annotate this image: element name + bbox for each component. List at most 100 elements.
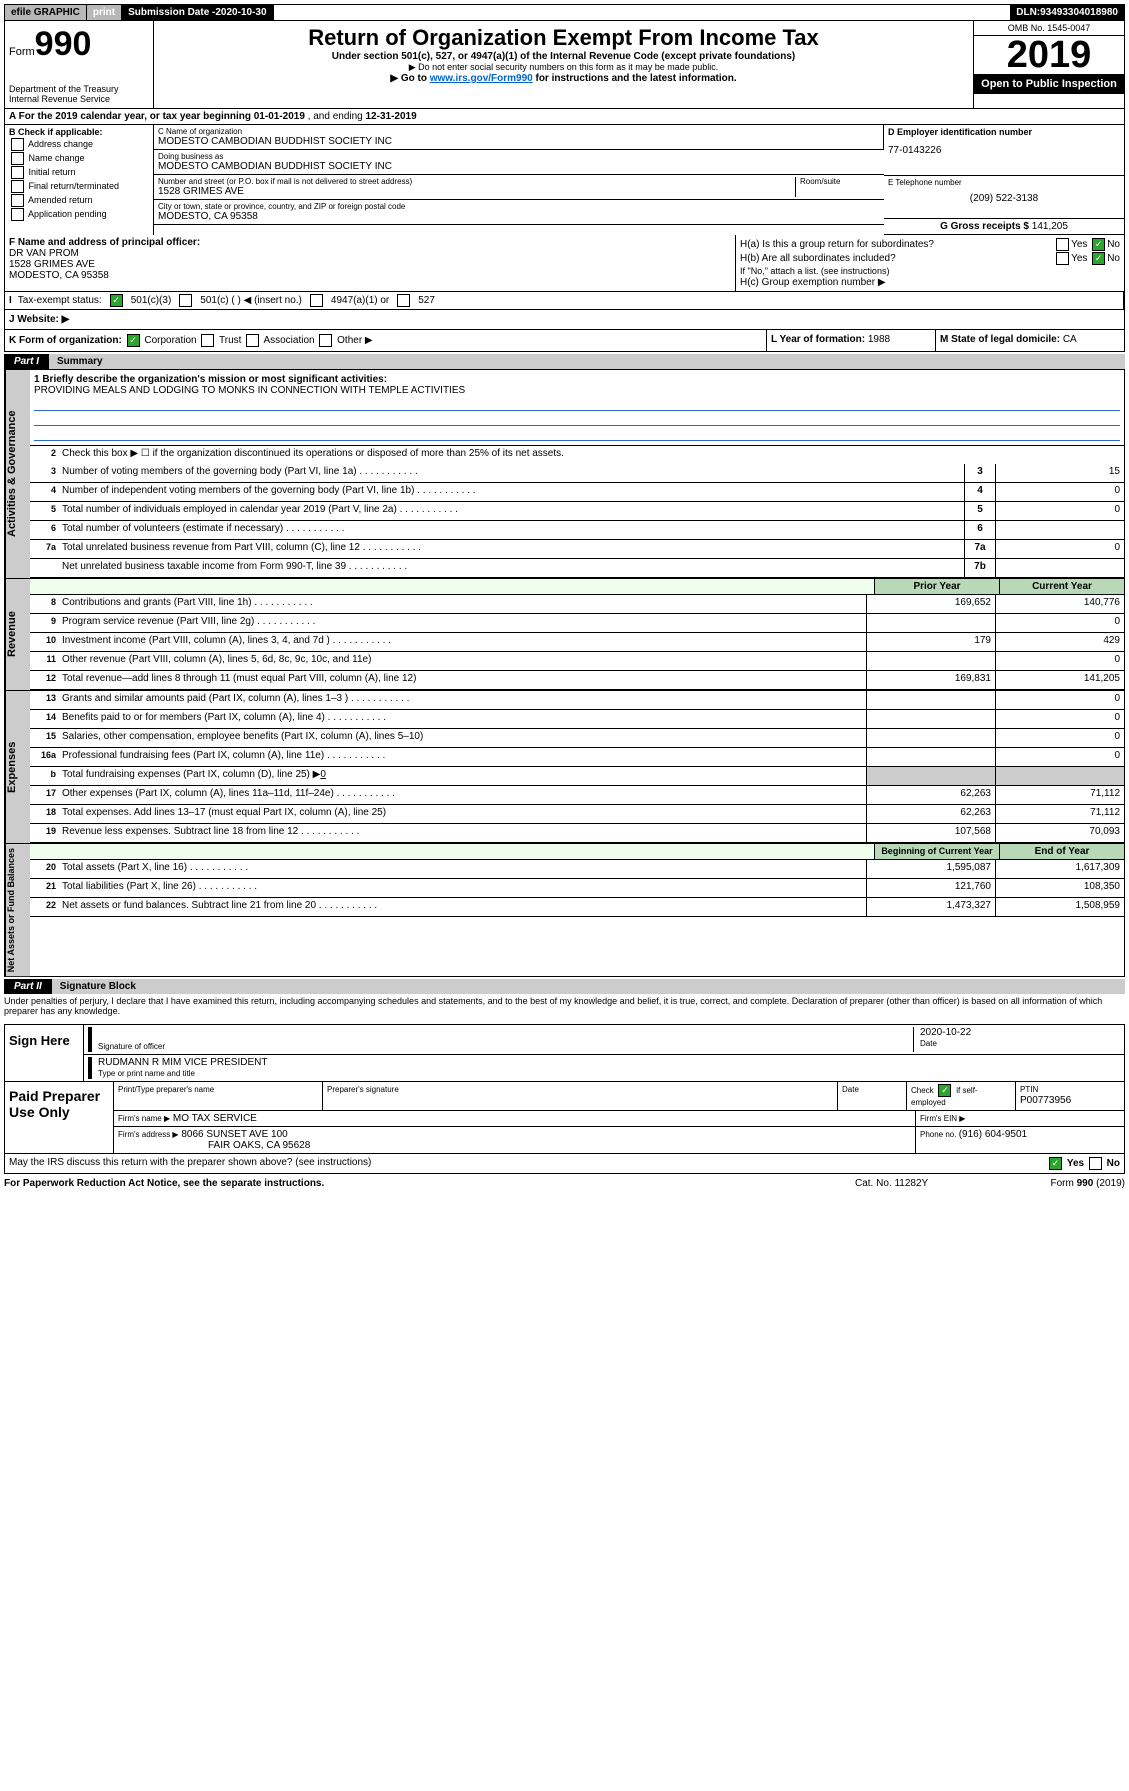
- j-label: J Website: ▶: [9, 314, 69, 325]
- hdr-begin: Beginning of Current Year: [874, 844, 999, 859]
- ha-no[interactable]: [1092, 238, 1105, 251]
- col-b-checkboxes: B Check if applicable: Address change Na…: [5, 125, 154, 235]
- firm-addr2: FAIR OAKS, CA 95628: [208, 1140, 310, 1151]
- cb-trust[interactable]: [201, 334, 214, 347]
- line17: 17Other expenses (Part IX, column (A), l…: [30, 786, 1124, 805]
- f-officer-block: F Name and address of principal officer:…: [5, 235, 736, 291]
- org-name: MODESTO CAMBODIAN BUDDHIST SOCIETY INC: [158, 136, 879, 147]
- cb-corp[interactable]: [127, 334, 140, 347]
- cb-other[interactable]: [319, 334, 332, 347]
- dba-block: Doing business as MODESTO CAMBODIAN BUDD…: [154, 150, 884, 175]
- line18: 18Total expenses. Add lines 13–17 (must …: [30, 805, 1124, 824]
- v7b: [995, 559, 1124, 577]
- hb-yn: Yes No: [1054, 252, 1120, 265]
- cb-501c3[interactable]: [110, 294, 123, 307]
- hb-no[interactable]: [1092, 252, 1105, 265]
- col-defg: D Employer identification number 77-0143…: [884, 125, 1124, 235]
- v4: 0: [995, 483, 1124, 501]
- d-label: D Employer identification number: [888, 127, 1120, 137]
- c-name-block: C Name of organization MODESTO CAMBODIAN…: [154, 125, 884, 150]
- discuss-row: May the IRS discuss this return with the…: [4, 1154, 1125, 1174]
- ha-line: H(a) Is this a group return for subordin…: [740, 238, 1120, 251]
- dept-treasury: Department of the Treasury: [9, 84, 149, 94]
- cb-amended[interactable]: Amended return: [9, 194, 149, 207]
- rowa-mid: , and ending: [308, 111, 366, 122]
- open-public: Open to Public Inspection: [974, 74, 1124, 94]
- l-year: L Year of formation: 1988: [766, 330, 935, 351]
- dba-label: Doing business as: [158, 152, 880, 161]
- line14: 14Benefits paid to or for members (Part …: [30, 710, 1124, 729]
- line16a: 16aProfessional fundraising fees (Part I…: [30, 748, 1124, 767]
- line15: 15Salaries, other compensation, employee…: [30, 729, 1124, 748]
- hb-note: If "No," attach a list. (see instruction…: [740, 266, 1120, 276]
- cb-527[interactable]: [397, 294, 410, 307]
- line12: 12Total revenue—add lines 8 through 11 (…: [30, 671, 1124, 690]
- sig-officer-line: Signature of officer 2020-10-22Date: [84, 1025, 1124, 1055]
- efile-label[interactable]: efile GRAPHIC: [5, 5, 87, 20]
- line20: 20Total assets (Part X, line 16)1,595,08…: [30, 860, 1124, 879]
- footer-form: 990: [1077, 1178, 1094, 1189]
- hdr-prior: Prior Year: [874, 579, 999, 594]
- header-right: OMB No. 1545-0047 2019 Open to Public In…: [973, 21, 1124, 108]
- l1-text: PROVIDING MEALS AND LODGING TO MONKS IN …: [34, 385, 465, 396]
- cb-name-change[interactable]: Name change: [9, 152, 149, 165]
- rowa-begin: 01-01-2019: [254, 111, 305, 122]
- klm-row: K Form of organization: Corporation Trus…: [4, 330, 1125, 352]
- goto-line: ▶ Go to www.irs.gov/Form990 for instruct…: [158, 73, 969, 84]
- ssn-warning: ▶ Do not enter social security numbers o…: [158, 62, 969, 73]
- cb-address-change[interactable]: Address change: [9, 138, 149, 151]
- hb-yes[interactable]: [1056, 252, 1069, 265]
- ha-label: H(a) Is this a group return for subordin…: [740, 239, 1054, 250]
- l16b-desc: Total fundraising expenses (Part IX, col…: [60, 767, 866, 785]
- line1-mission: 1 Briefly describe the organization's mi…: [30, 370, 1124, 446]
- submission-date: Submission Date - 2020-10-30: [122, 5, 273, 20]
- room-label: Room/suite: [800, 177, 880, 186]
- part2-title: Signature Block: [52, 979, 1125, 994]
- discuss-no[interactable]: [1089, 1157, 1102, 1170]
- opt-501c: 501(c) ( ) ◀ (insert no.): [200, 295, 302, 306]
- discuss-yes[interactable]: [1049, 1157, 1062, 1170]
- pp-sig-label: Preparer's signature: [327, 1085, 399, 1094]
- i-label: Tax-exempt status:: [18, 295, 102, 306]
- col-c-name-addr: C Name of organization MODESTO CAMBODIAN…: [154, 125, 884, 235]
- line6: 6Total number of volunteers (estimate if…: [30, 521, 1124, 540]
- cb-app-pending[interactable]: Application pending: [9, 208, 149, 221]
- print-button[interactable]: print: [87, 5, 122, 20]
- sign-here-label: Sign Here: [5, 1025, 84, 1081]
- discuss-q: May the IRS discuss this return with the…: [9, 1157, 1047, 1170]
- goto-link[interactable]: www.irs.gov/Form990: [430, 73, 533, 84]
- part2-tab: Part II: [4, 979, 52, 994]
- opt-4947: 4947(a)(1) or: [331, 295, 389, 306]
- cb-4947[interactable]: [310, 294, 323, 307]
- line21: 21Total liabilities (Part X, line 26)121…: [30, 879, 1124, 898]
- part2-header: Part II Signature Block: [4, 979, 1125, 994]
- hc-label: H(c) Group exemption number ▶: [740, 277, 1120, 288]
- cb-self-employed[interactable]: [938, 1084, 951, 1097]
- hdr-current: Current Year: [999, 579, 1124, 594]
- h-block: H(a) Is this a group return for subordin…: [736, 235, 1124, 291]
- perjury-statement: Under penalties of perjury, I declare th…: [4, 994, 1125, 1018]
- cb-final-return[interactable]: Final return/terminated: [9, 180, 149, 193]
- cb-501c[interactable]: [179, 294, 192, 307]
- cb-assoc[interactable]: [246, 334, 259, 347]
- line7b: Net unrelated business taxable income fr…: [30, 559, 1124, 578]
- v5: 0: [995, 502, 1124, 520]
- officer-city: MODESTO, CA 95358: [9, 270, 109, 281]
- officer-name-title: RUDMANN R MIM VICE PRESIDENT: [98, 1057, 267, 1068]
- paid-preparer-section: Paid Preparer Use Only Print/Type prepar…: [4, 1082, 1125, 1154]
- subdate-value: 2020-10-30: [215, 7, 266, 18]
- d-ein-block: D Employer identification number 77-0143…: [884, 125, 1124, 176]
- part1-header: Part I Summary: [4, 354, 1125, 369]
- cb-initial-return[interactable]: Initial return: [9, 166, 149, 179]
- k-label: K Form of organization:: [9, 335, 122, 346]
- goto-post: for instructions and the latest informat…: [533, 73, 737, 84]
- phone-value: (916) 604-9501: [959, 1129, 1027, 1140]
- line11: 11Other revenue (Part VIII, column (A), …: [30, 652, 1124, 671]
- ha-yes[interactable]: [1056, 238, 1069, 251]
- l1-label: 1 Briefly describe the organization's mi…: [34, 374, 387, 385]
- phone-label: Phone no.: [920, 1130, 959, 1139]
- v3: 15: [995, 464, 1124, 482]
- subdate-label: Submission Date -: [128, 7, 215, 18]
- firm-addr-label: Firm's address ▶: [118, 1130, 179, 1139]
- line3: 3Number of voting members of the governi…: [30, 464, 1124, 483]
